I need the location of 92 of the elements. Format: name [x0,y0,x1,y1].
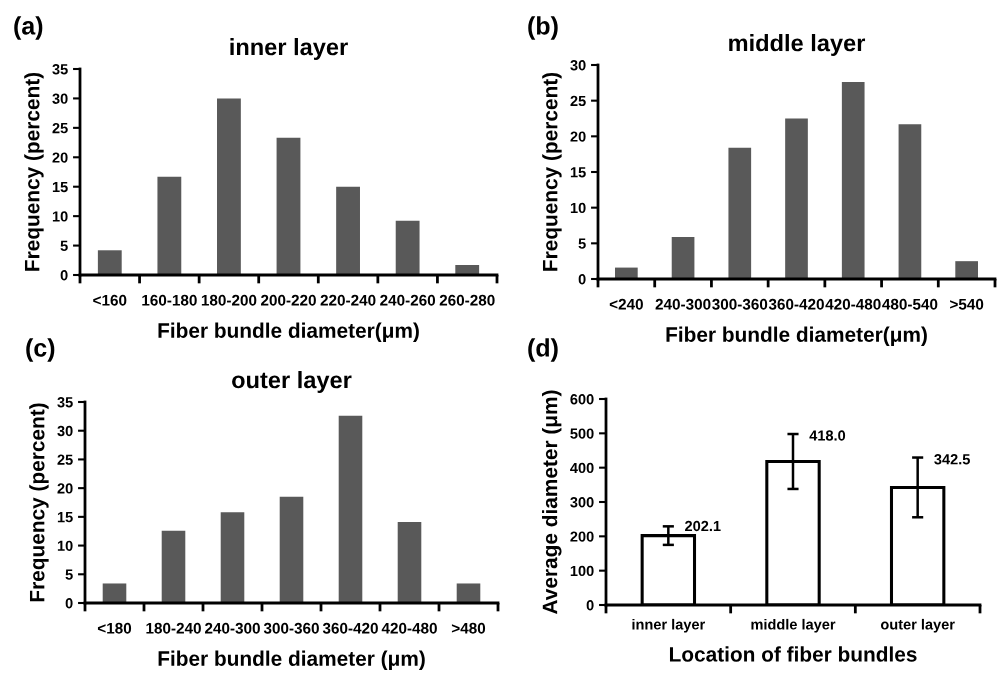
y-tick-label: 400 [570,462,594,474]
data-label: 342.5 [934,454,970,465]
bar [456,583,481,603]
x-tick-label: 160-180 [142,294,197,306]
x-tick-label: >480 [451,622,486,634]
y-tick-label: 600 [570,394,594,405]
y-tick-label: 20 [57,483,73,494]
y-tick-label: 0 [60,270,68,281]
bar [785,118,808,279]
y-tick-label: 200 [570,531,594,542]
bar [161,530,186,603]
bar [157,176,182,275]
y-tick-label: 15 [52,181,68,193]
y-tick-label: 20 [570,131,586,142]
y-tick-label: 0 [586,600,594,611]
y-tick-label: 10 [52,211,68,222]
x-tick-label: 180-200 [201,294,257,306]
y-tick-label: 10 [570,202,586,214]
x-tick-label: 300-360 [712,298,768,310]
y-tick-label: 0 [578,274,586,285]
y-tick-label: 30 [570,60,586,71]
data-label: 418.0 [809,430,846,441]
x-tick-label: 220-240 [320,294,376,306]
text: (b) [528,16,558,40]
x-tick-label: <180 [97,622,132,634]
bar [728,147,752,279]
bar [279,496,304,603]
text: (c) [26,338,55,362]
y-tick-label: 35 [57,397,73,408]
bar [455,264,480,275]
bar [395,220,420,275]
y-tick-label: 500 [570,428,594,439]
y-tick-label: 5 [578,238,586,249]
x-tick-label: 360-420 [322,622,378,634]
y-tick-label: 20 [52,152,68,163]
bar [338,415,363,603]
x-tick-label: inner layer [632,618,705,633]
x-axis-title: Location of fiber bundles [669,646,917,662]
y-tick-label: 25 [57,454,73,465]
text: (d) [528,338,558,362]
x-tick-label: 480-540 [882,298,938,310]
chart-title: middle layer [729,34,866,57]
x-tick-label: 180-240 [146,622,201,634]
x-tick-label: 200-220 [261,294,316,306]
y-axis-title: Frequency (percent) [24,72,44,271]
x-tick-label: 360-420 [768,298,824,310]
bar [841,82,865,279]
y-axis-title: Frequency (percent) [542,72,562,271]
bar [397,522,422,603]
y-tick-label: 300 [570,497,594,508]
x-axis-title: Fiber bundle diameter(μm) [666,326,927,346]
x-tick-label: 240-260 [380,294,436,306]
bar [276,137,301,275]
x-tick-label: <160 [93,294,127,306]
x-tick-label: <240 [609,298,643,310]
y-tick-label: 5 [65,569,73,580]
y-tick-label: 35 [52,64,68,75]
y-tick-label: 30 [52,93,68,104]
bar [217,98,241,275]
bar [955,261,978,279]
y-tick-label: 30 [57,425,73,437]
x-tick-label: 420-480 [381,622,437,634]
bar [336,186,360,275]
y-tick-label: 10 [57,540,73,551]
x-axis-title: Fiber bundle diameter (μm) [158,650,425,670]
x-tick-label: >540 [950,298,984,310]
x-axis-title: Fiber bundle diameter(μm) [158,322,419,342]
y-tick-label: 100 [570,565,594,577]
bar [97,250,122,275]
x-tick-label: outer layer [880,618,955,633]
x-tick-label: 260-280 [439,294,495,306]
bar [220,512,245,603]
chart-title: outer layer [232,371,352,394]
y-tick-label: 15 [570,167,586,178]
bar [671,236,695,279]
data-label: 202.1 [685,520,721,532]
y-axis-title: Frequency (percent) [29,403,49,602]
y-tick-label: 15 [57,512,73,523]
y-tick-label: 0 [65,598,73,609]
x-tick-label: middle layer [751,618,836,633]
bar [102,583,127,603]
x-tick-label: 300-360 [263,622,319,634]
x-tick-label: 240-300 [655,298,711,310]
chart-title: inner layer [230,38,348,61]
y-axis-title: Average diameter (μm) [542,390,562,614]
y-tick-label: 25 [52,122,68,134]
y-tick-label: 25 [570,95,586,107]
x-tick-label: 240-300 [205,622,260,634]
x-tick-label: 420-480 [825,298,881,310]
y-tick-label: 5 [60,240,68,251]
bar [898,124,922,279]
text: (a) [14,16,43,40]
